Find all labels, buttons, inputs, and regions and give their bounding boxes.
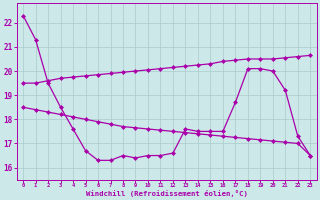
X-axis label: Windchill (Refroidissement éolien,°C): Windchill (Refroidissement éolien,°C) — [86, 190, 248, 197]
